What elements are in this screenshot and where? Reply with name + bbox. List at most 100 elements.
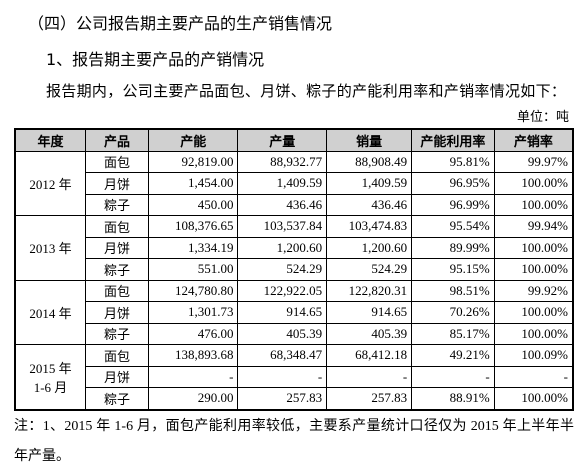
value-cell: - bbox=[493, 365, 574, 388]
value-cell: - bbox=[411, 365, 495, 388]
value-cell: 88,908.49 bbox=[326, 150, 413, 173]
row: 2014 年面包 124,780.80 122,922.05 122,820.31 98… bbox=[14, 279, 574, 345]
value-cell: 98.51% bbox=[411, 279, 495, 302]
year-text: 2012 年 bbox=[29, 176, 72, 192]
value-cell: 70.26% bbox=[411, 301, 495, 324]
row: 粽子 551.00 524.29 524.29 95.15% 100.00% bbox=[15, 258, 574, 281]
product-cell: 面包 bbox=[85, 215, 149, 238]
value-cell: 96.99% bbox=[411, 193, 495, 216]
heading: （四）公司报告期主要产品的生产销售情况 bbox=[28, 14, 333, 33]
header-cell: 产品 bbox=[85, 128, 149, 152]
value-cell: 405.39 bbox=[326, 322, 413, 345]
value-cell: 436.46 bbox=[326, 193, 413, 216]
header-cell: 销量 bbox=[326, 128, 413, 152]
value-cell: 551.00 bbox=[147, 258, 239, 281]
note: 注：1、2015 年 1-6 月，面包产能利用率较低，主要系产量统计口径仅为 2… bbox=[14, 419, 574, 464]
year-text: 2014 年 bbox=[29, 305, 72, 321]
product-cell: 月饼 bbox=[85, 236, 149, 259]
header-cell: 产量 bbox=[237, 128, 328, 152]
value-cell: 95.54% bbox=[411, 215, 495, 238]
header-cell: 产能 bbox=[147, 128, 239, 152]
table: 年度 产品 产能 产量 销量 产能利用率 产销率 2012 年面包 92,819.00 88,93… bbox=[14, 128, 574, 411]
intro: 报告期内，公司主要产品面包、月饼、粽子的产能利用率和产销率情况如下： bbox=[46, 84, 567, 100]
product-cell: 粽子 bbox=[85, 258, 149, 281]
row: 月饼 1,334.19 1,200.60 1,200.60 89.99% 100.00% bbox=[15, 236, 574, 259]
row: 2012 年面包 92,819.00 88,932.77 88,908.49 95.81… bbox=[14, 150, 574, 216]
year-cell: 2015 年 1-6 月 bbox=[14, 344, 86, 410]
value-cell: 1,200.60 bbox=[326, 236, 413, 259]
value-cell: 100.00% bbox=[493, 387, 574, 410]
row: 2015 年 1-6 月 面包 138,893.68 68,348.47 68,412.1… bbox=[14, 344, 574, 410]
product-cell: 月饼 bbox=[85, 301, 149, 324]
value-cell: 95.81% bbox=[411, 150, 495, 173]
value-cell: 103,474.83 bbox=[326, 215, 413, 238]
value-cell: 1,409.59 bbox=[237, 172, 328, 195]
value-cell: 524.29 bbox=[237, 258, 328, 281]
value-cell: 49.21% bbox=[411, 344, 495, 367]
value-cell: 1,301.73 bbox=[147, 301, 239, 324]
value-cell: 96.95% bbox=[411, 172, 495, 195]
value-cell: 100.09% bbox=[493, 344, 574, 367]
value-cell: 1,200.60 bbox=[237, 236, 328, 259]
value-cell: 122,922.05 bbox=[237, 279, 328, 302]
product-cell: 粽子 bbox=[85, 387, 149, 410]
value-cell: - bbox=[147, 365, 239, 388]
value-cell: 450.00 bbox=[147, 193, 239, 216]
year-text: 1-6 月 bbox=[33, 379, 68, 395]
subheading: 1、报告期主要产品的产销情况 bbox=[46, 50, 265, 69]
value-cell: 1,334.19 bbox=[147, 236, 239, 259]
row: 月饼 1,301.73 914.65 914.65 70.26% 100.00% bbox=[15, 301, 574, 324]
year-cell: 2012 年 bbox=[14, 150, 86, 216]
value-cell: 68,412.18 bbox=[326, 344, 413, 367]
value-cell: 99.94% bbox=[493, 215, 574, 238]
value-cell: 100.00% bbox=[493, 301, 574, 324]
header-cell: 产能利用率 bbox=[411, 128, 495, 152]
year-cell: 2014 年 bbox=[14, 279, 86, 345]
value-cell: - bbox=[326, 365, 413, 388]
row: 粽子 290.00 257.83 257.83 88.91% 100.00% bbox=[15, 387, 574, 410]
value-cell: 95.15% bbox=[411, 258, 495, 281]
value-cell: 99.97% bbox=[493, 150, 574, 173]
value-cell: 290.00 bbox=[147, 387, 239, 410]
year-text: 2013 年 bbox=[29, 241, 72, 257]
value-cell: 124,780.80 bbox=[147, 279, 239, 302]
product-cell: 面包 bbox=[85, 279, 149, 302]
value-cell: 100.00% bbox=[493, 172, 574, 195]
header-row: 年度 产品 产能 产量 销量 产能利用率 产销率 bbox=[14, 128, 574, 152]
value-cell: 88.91% bbox=[411, 387, 495, 410]
value-cell: 914.65 bbox=[326, 301, 413, 324]
value-cell: 103,537.84 bbox=[237, 215, 328, 238]
product-cell: 月饼 bbox=[85, 172, 149, 195]
value-cell: 88,932.77 bbox=[237, 150, 328, 173]
unit: 单位：吨 bbox=[516, 109, 569, 124]
value-cell: 1,409.59 bbox=[326, 172, 413, 195]
year-cell: 2013 年 bbox=[14, 215, 86, 281]
value-cell: 257.83 bbox=[326, 387, 413, 410]
row: 月饼 - - - - - bbox=[15, 365, 574, 388]
row: 粽子 476.00 405.39 405.39 85.17% 100.00% bbox=[15, 322, 574, 345]
value-cell: 138,893.68 bbox=[147, 344, 239, 367]
value-cell: 108,376.65 bbox=[147, 215, 239, 238]
header-cell: 年度 bbox=[14, 128, 86, 152]
value-cell: 1,454.00 bbox=[147, 172, 239, 195]
row: 粽子 450.00 436.46 436.46 96.99% 100.00% bbox=[15, 193, 574, 216]
product-cell: 面包 bbox=[85, 150, 149, 173]
product-cell: 月饼 bbox=[85, 365, 149, 388]
value-cell: 100.00% bbox=[493, 236, 574, 259]
value-cell: 436.46 bbox=[237, 193, 328, 216]
value-cell: 405.39 bbox=[237, 322, 328, 345]
value-cell: 100.00% bbox=[493, 258, 574, 281]
value-cell: 92,819.00 bbox=[147, 150, 239, 173]
product-cell: 粽子 bbox=[85, 193, 149, 216]
value-cell: 257.83 bbox=[237, 387, 328, 410]
value-cell: 914.65 bbox=[237, 301, 328, 324]
value-cell: 476.00 bbox=[147, 322, 239, 345]
value-cell: 68,348.47 bbox=[237, 344, 328, 367]
value-cell: 524.29 bbox=[326, 258, 413, 281]
value-cell: 122,820.31 bbox=[326, 279, 413, 302]
row: 月饼 1,454.00 1,409.59 1,409.59 96.95% 100.00% bbox=[15, 172, 574, 195]
product-cell: 粽子 bbox=[85, 322, 149, 345]
value-cell: 89.99% bbox=[411, 236, 495, 259]
value-cell: 99.92% bbox=[493, 279, 574, 302]
